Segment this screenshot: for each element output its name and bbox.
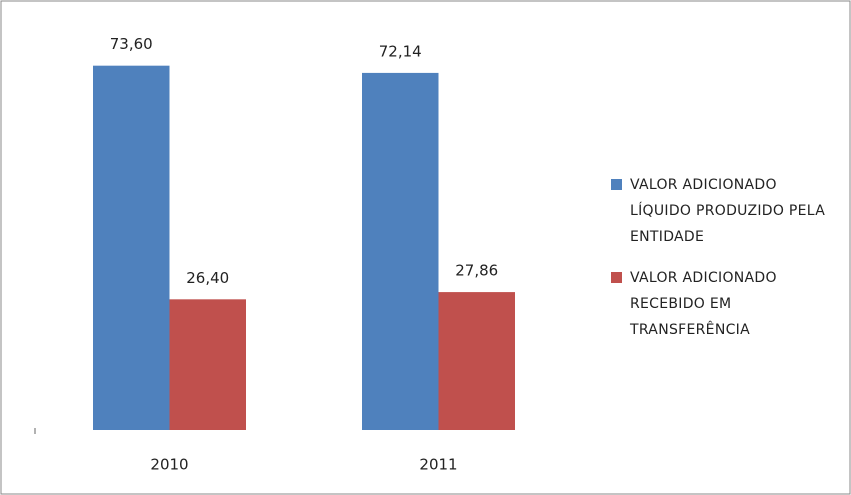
legend-item: VALOR ADICIONADO LÍQUIDO PRODUZIDO PELA … xyxy=(611,172,835,250)
bar xyxy=(169,299,246,430)
bar xyxy=(93,65,170,431)
legend-swatch xyxy=(611,272,622,283)
legend-label: VALOR ADICIONADO RECEBIDO EM TRANSFERÊNC… xyxy=(630,270,777,338)
legend-item: VALOR ADICIONADO RECEBIDO EM TRANSFERÊNC… xyxy=(611,265,835,343)
legend-swatch xyxy=(611,179,622,190)
x-tick-label: 2010 xyxy=(150,456,188,474)
data-label: 72,14 xyxy=(379,42,422,60)
bar xyxy=(362,72,439,431)
data-label: 73,60 xyxy=(110,35,153,53)
bar xyxy=(438,292,515,430)
data-label: 27,86 xyxy=(455,262,498,280)
x-tick-label: 2011 xyxy=(419,456,457,474)
legend-label: VALOR ADICIONADO LÍQUIDO PRODUZIDO PELA … xyxy=(630,177,826,245)
data-label: 26,40 xyxy=(186,269,229,287)
